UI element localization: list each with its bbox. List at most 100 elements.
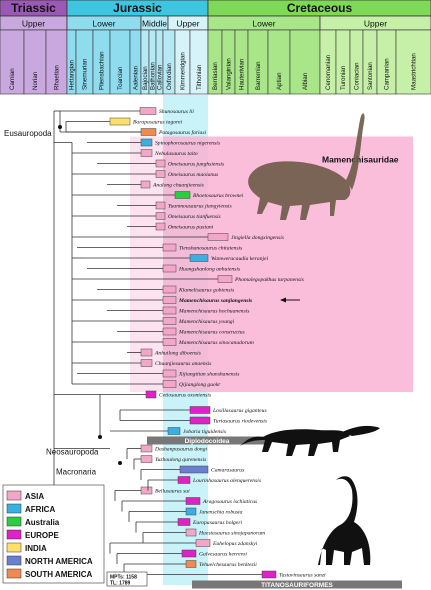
stage-label: Rhaetian [54,65,61,90]
taxon-label: Mamenchisaurus constructus [178,330,245,336]
taxon-label: Galvesaurus herreroi [199,552,247,558]
stage-label: Sinemurian [82,58,89,90]
range-bar [140,138,153,147]
taxon-label: Dashanpusaurus dongi [154,447,208,453]
legend-label: Australia [25,518,60,527]
silhouettes [240,113,380,565]
range-bar [140,444,153,453]
taxon-label: Mamenchisaurus sinocanadorum [178,340,254,346]
range-bar [155,212,166,220]
taxon-label: Janenschia robusta [199,510,243,516]
stage-label: Barremian [255,61,262,90]
epoch-label: Lower [252,19,275,29]
stage-label: Kimmeridgian [180,52,187,90]
taxon-label: Phomalegopakhus turpanensis [234,277,304,283]
legend-label: ASIA [25,492,44,501]
range-bar [140,486,153,495]
range-bar [181,549,197,558]
taxon-label: Omeisaurus puxiani [168,225,214,231]
range-bar [185,560,197,568]
taxon-label: Europasaurus holgeri [192,520,242,526]
region-legend: ASIA AFRICA Australia EUROPE INDIA NORTH AMER… [2,484,105,584]
taxon-label: Turiasaurus riodevensis [213,419,267,425]
range-bar [140,149,153,157]
taxon-label: Shunosaurus lii [159,109,194,115]
stage-label: Santonian [367,62,374,90]
taxon-label: Mamenchisaurus youngi [178,319,235,325]
stage-label: Bathonian [150,62,157,90]
clade-bar [147,436,267,445]
range-bar [109,117,131,126]
range-bar [155,222,166,231]
epoch-label: Lower [92,19,115,29]
range-bar [140,180,151,189]
taxon-label: Anhuilong diboensis [154,351,201,357]
taxon-label: Euhelopus zdanskyi [212,541,258,547]
range-bar [162,296,177,304]
range-bar [185,528,197,537]
stage-cell [395,29,431,95]
stage-label: Coniacian [354,62,361,90]
node-dot [98,435,102,439]
taxon-label: Rhoetosaurus brownei [192,193,244,199]
stage-label: Bajocian [142,66,149,90]
stage-label: Hettangian [69,60,76,90]
stage-label: Callovian [157,64,164,90]
legend-swatch [6,555,22,566]
epoch-label: Upper [176,19,199,29]
range-bar [162,264,177,273]
clade-bar-label: TITANOSAURIFORMES [261,582,333,589]
range-bar [217,275,233,283]
taxon-label: Patagosaurus fariasi [158,129,207,136]
taxon-label: Barapasaurus tagorei [133,120,182,126]
range-bar [155,170,166,178]
taxon-label: Yuzhoulong qurenensis [155,457,206,463]
taxon-label: Chuanjiesaurus anaensis [155,361,211,367]
stage-label: Carnian [9,68,16,90]
legend-swatch [6,529,22,540]
taxon-label: Mamenchisaurus sanjiangensis [178,298,252,304]
cladogram-tree [53,110,262,575]
range-bar [185,507,197,516]
range-bar [162,338,177,346]
range-bar [189,406,211,414]
taxon-label: Mamenchisaurus hochuanensis [178,309,249,315]
range-bar [162,327,177,336]
legend-label: SOUTH AMERICA [25,570,92,579]
range-bar [140,455,153,463]
range-bar [139,107,157,115]
taxon-label: Wamweracaudia keranjei [211,256,269,262]
range-bar [185,497,201,505]
range-bar [140,128,157,136]
range-bar [177,476,191,484]
stage-label: Pliensbachian [99,51,106,90]
clade-label: Neosauropoda [46,448,99,457]
legend-swatch [6,516,22,527]
range-bar [140,348,153,357]
taxon-label: Spinophorosaurus nigerensis [155,141,220,147]
taxon-label: Omeisaurus tianfuensis [168,213,221,220]
taxon-label: Aragosaurus ischiaticus [202,499,257,505]
taxon-label: Klamelisaurus gobiensis [178,288,234,294]
range-bar [140,359,153,367]
mamenchisaurus-icon [248,113,365,220]
stage-label: Norian [32,71,39,90]
legend-label: EUROPE [25,531,59,540]
stage-label: Oxfordian [166,63,173,90]
taxon-label: Bellusaurus sui [155,489,190,495]
range-bar [195,539,211,547]
range-bar [162,369,177,378]
taxon-label: Yuanmousaurus jiangyiensis [168,204,232,210]
taxon-labels: Shunosaurus lii Barapasaurus tagorei Patag… [133,109,326,579]
clade-label: Eusauropoda [4,129,52,138]
range-bar [162,285,177,294]
clade-labels: Diplodocoidea TITANOSAURIFORMES Eusauropod… [4,129,402,589]
range-bar [167,427,181,435]
diplodocoid-icon [240,425,380,456]
range-bar [162,306,177,315]
taxon-label: Omeisaurus maoianus [168,172,218,178]
legend-label: INDIA [25,544,47,553]
legend-swatch [6,542,22,553]
node-dot [58,125,62,129]
range-bar [155,159,166,168]
